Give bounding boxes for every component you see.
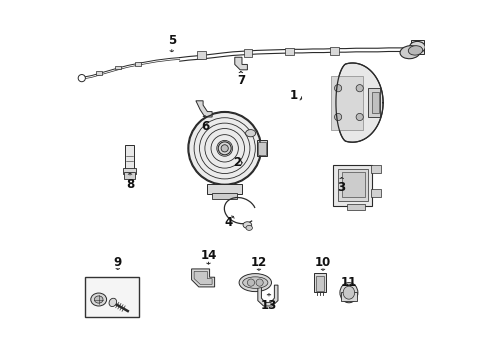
Ellipse shape: [256, 279, 263, 286]
Circle shape: [334, 113, 341, 121]
Bar: [316, 276, 323, 291]
Bar: [332, 165, 371, 206]
Text: 5: 5: [167, 34, 176, 51]
Bar: [340, 292, 356, 301]
Polygon shape: [335, 63, 382, 142]
Circle shape: [187, 112, 261, 185]
Bar: [85, 277, 139, 317]
Polygon shape: [194, 271, 212, 284]
Circle shape: [355, 113, 363, 121]
Text: 4: 4: [224, 216, 234, 229]
Bar: [122, 168, 136, 174]
Ellipse shape: [245, 130, 255, 137]
Ellipse shape: [407, 46, 422, 55]
Polygon shape: [196, 101, 212, 117]
Text: 10: 10: [314, 256, 330, 270]
Bar: [285, 48, 293, 55]
Bar: [370, 189, 381, 197]
Bar: [367, 88, 380, 117]
Text: 2: 2: [233, 156, 242, 169]
Circle shape: [355, 85, 363, 92]
Polygon shape: [257, 285, 277, 306]
Ellipse shape: [245, 225, 252, 230]
Bar: [370, 165, 381, 173]
Circle shape: [334, 85, 341, 92]
Text: 8: 8: [125, 174, 134, 191]
Bar: [314, 273, 325, 292]
Ellipse shape: [247, 279, 254, 286]
Text: 13: 13: [260, 294, 277, 312]
Ellipse shape: [343, 286, 354, 299]
Ellipse shape: [239, 274, 271, 292]
Bar: [244, 49, 252, 57]
Circle shape: [188, 112, 260, 184]
Ellipse shape: [243, 222, 251, 228]
Bar: [197, 51, 205, 59]
Polygon shape: [191, 269, 214, 287]
Bar: [346, 204, 365, 210]
Text: 3: 3: [337, 177, 345, 194]
Bar: [207, 184, 241, 194]
Ellipse shape: [408, 41, 425, 53]
Bar: [410, 40, 423, 54]
Bar: [257, 142, 265, 155]
Bar: [115, 66, 121, 69]
Bar: [123, 172, 135, 179]
Bar: [135, 62, 141, 66]
Ellipse shape: [91, 293, 106, 306]
Bar: [257, 140, 266, 156]
Bar: [125, 145, 134, 171]
Polygon shape: [234, 57, 247, 70]
Ellipse shape: [109, 298, 116, 307]
Text: 11: 11: [340, 276, 356, 289]
Circle shape: [218, 142, 231, 155]
Ellipse shape: [94, 296, 103, 303]
Bar: [96, 71, 102, 75]
Bar: [337, 169, 367, 201]
Text: 9: 9: [113, 256, 122, 269]
Text: 7: 7: [236, 72, 244, 87]
Circle shape: [221, 145, 228, 152]
Bar: [212, 193, 237, 199]
Text: 12: 12: [250, 256, 266, 270]
Ellipse shape: [339, 283, 357, 303]
Bar: [371, 92, 379, 113]
Text: 6: 6: [201, 116, 208, 132]
Circle shape: [78, 75, 85, 82]
Bar: [329, 47, 338, 55]
Bar: [330, 76, 363, 130]
Text: 14: 14: [200, 249, 216, 264]
Text: 1: 1: [289, 89, 301, 102]
Ellipse shape: [242, 277, 267, 288]
Ellipse shape: [399, 46, 419, 59]
Bar: [341, 172, 365, 197]
